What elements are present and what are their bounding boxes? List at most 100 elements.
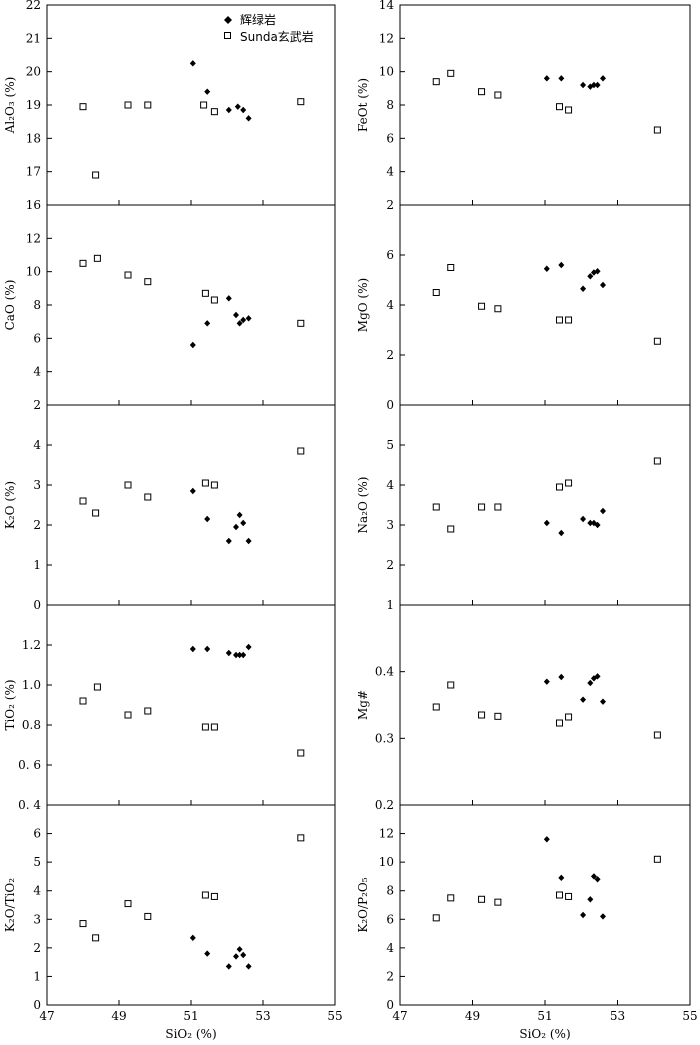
y-tick-label: 2 <box>33 398 41 412</box>
data-point-diamond <box>543 519 550 527</box>
data-point-diamond <box>587 273 594 280</box>
y-tick-label: 3 <box>33 478 41 492</box>
data-point-diamond <box>233 953 239 960</box>
y-tick-label: 16 <box>26 198 41 212</box>
y-axis-label: Na₂O (%) <box>356 477 370 534</box>
y-tick-label: 6 <box>386 131 394 145</box>
x-tick-label: 53 <box>610 1009 625 1023</box>
data-point-diamond <box>225 963 232 970</box>
y-tick-label: 2 <box>386 969 394 983</box>
panel-k2o_tio2: 0 1 2 3 4 5 6 47 49 51 53 55 K₂O/TiO₂ SiO₂ (%) <box>3 804 343 1041</box>
data-point-diamond <box>240 519 247 527</box>
data-point-square <box>124 481 132 489</box>
y-tick-label: 20 <box>26 65 41 79</box>
data-point-square <box>653 731 661 739</box>
y-tick-label: 4 <box>386 298 394 312</box>
legend-square-marker <box>224 32 231 39</box>
y-tick-label: 0.4 <box>375 665 394 679</box>
data-point-diamond <box>236 651 243 659</box>
data-point-diamond <box>558 261 565 269</box>
data-point-diamond <box>245 643 252 651</box>
plot-frame <box>399 204 691 406</box>
panel-k2o: 0 1 2 3 4 K₂O (%) <box>3 404 336 612</box>
data-point-diamond <box>189 934 196 942</box>
plot-frame <box>399 404 691 606</box>
plot-frame <box>46 804 336 1006</box>
y-tick-label: 0.8 <box>22 718 41 732</box>
data-point-square <box>297 98 305 106</box>
data-point-square <box>201 289 209 297</box>
data-point-square <box>79 497 87 505</box>
data-point-diamond <box>580 696 587 703</box>
data-point-square <box>478 503 486 511</box>
y-axis-label: K₂O (%) <box>3 481 17 529</box>
legend: 辉绿岩 Sunda玄武岩 <box>224 12 314 44</box>
data-point-diamond <box>236 946 243 953</box>
data-point-square <box>144 912 152 920</box>
y-tick-label: 0 <box>33 598 41 612</box>
data-point-diamond <box>204 645 211 653</box>
data-point-square <box>447 69 455 77</box>
data-point-square <box>144 101 152 109</box>
data-point-square <box>432 503 440 511</box>
y-tick-label: 2 <box>33 518 41 532</box>
data-point-square <box>432 914 440 922</box>
data-point-square <box>432 703 440 711</box>
data-point-square <box>565 713 573 721</box>
y-tick-label: 12 <box>26 231 41 245</box>
data-point-diamond <box>590 81 597 89</box>
y-axis-label: MgO (%) <box>356 278 370 332</box>
data-point-square <box>210 481 218 489</box>
data-point-square <box>653 457 661 465</box>
data-point-square <box>565 316 573 324</box>
data-point-diamond <box>204 320 211 327</box>
data-point-diamond <box>558 75 565 82</box>
data-point-diamond <box>189 60 196 67</box>
data-point-square <box>124 101 132 109</box>
data-point-square <box>201 479 209 487</box>
data-point-square <box>144 278 152 286</box>
data-point-square <box>124 900 132 908</box>
data-point-diamond <box>234 103 241 110</box>
plot-frame <box>46 404 336 606</box>
y-tick-label: 6 <box>386 912 394 926</box>
data-point-diamond <box>580 515 587 523</box>
panel-mgo: 0 2 4 6 MgO (%) <box>356 204 691 412</box>
x-tick-label: 55 <box>682 1009 697 1023</box>
data-point-diamond <box>225 649 232 657</box>
y-tick-label: 0. 6 <box>18 758 41 772</box>
data-point-diamond <box>240 106 247 114</box>
y-tick-label: 14 <box>379 0 395 12</box>
data-point-square <box>124 271 132 279</box>
data-point-diamond <box>587 679 594 687</box>
y-tick-label: 0. 4 <box>18 798 41 812</box>
data-point-square <box>144 707 152 715</box>
plot-frame <box>46 604 336 806</box>
y-axis-label: CaO (%) <box>3 280 17 331</box>
y-tick-label: 2 <box>386 558 394 572</box>
y-tick-label: 2 <box>386 348 394 362</box>
y-axis-label: Mg# <box>356 690 370 720</box>
data-point-diamond <box>240 951 247 959</box>
data-point-square <box>297 834 305 842</box>
plot-frame <box>399 604 691 806</box>
legend-series-a-label: 辉绿岩 <box>240 12 276 27</box>
panel-al2o3: 16 17 18 19 20 21 22 Al₂O₃ (%) <box>3 0 336 212</box>
data-point-diamond <box>245 537 252 545</box>
data-point-square <box>447 894 455 902</box>
data-point-diamond <box>543 836 550 843</box>
data-point-diamond <box>600 75 606 82</box>
y-tick-label: 6 <box>386 248 394 262</box>
data-point-square <box>556 316 563 324</box>
data-point-diamond <box>543 678 550 685</box>
data-point-diamond <box>558 529 565 537</box>
plot-frame <box>46 204 336 406</box>
data-point-diamond <box>233 311 239 319</box>
data-point-square <box>653 126 661 134</box>
x-tick-label: 47 <box>39 1009 54 1023</box>
data-point-diamond <box>543 265 550 272</box>
y-tick-label: 4 <box>386 478 394 492</box>
data-point-square <box>92 509 100 517</box>
y-tick-label: 1 <box>386 598 394 612</box>
